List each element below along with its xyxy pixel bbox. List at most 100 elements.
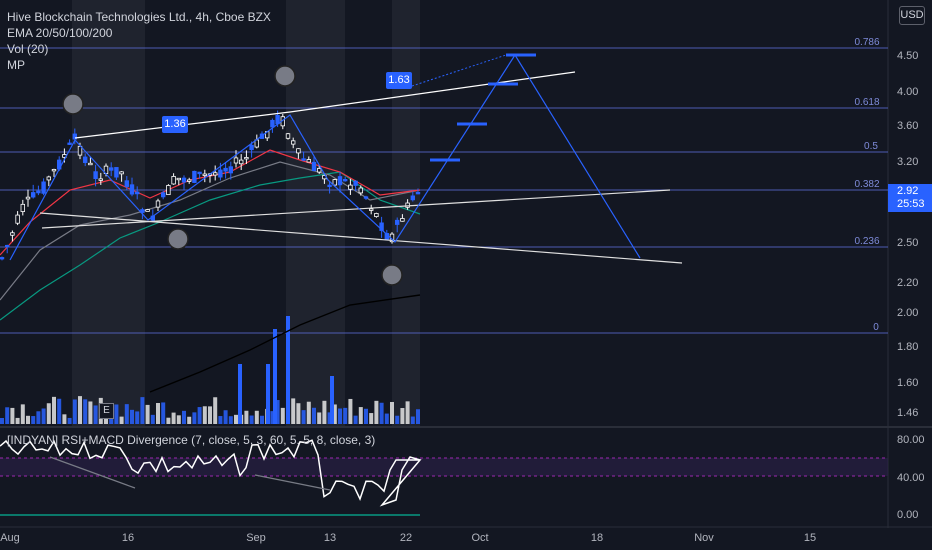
candle-body <box>30 192 36 198</box>
volume-bar <box>358 407 363 424</box>
volume-bar <box>36 411 41 424</box>
fib-level-label: 0.618 <box>854 97 879 108</box>
volume-bar <box>88 401 93 424</box>
volume-bar <box>343 407 348 424</box>
fib-level-label: 0.382 <box>854 179 879 190</box>
candle-body <box>160 192 166 198</box>
volume-legend[interactable]: Vol (20) <box>7 42 49 56</box>
volume-bar <box>124 404 129 424</box>
price-axis-label: 2.00 <box>897 307 918 319</box>
candle-body <box>249 144 254 151</box>
price-axis-label: 3.20 <box>897 156 918 168</box>
candle-body <box>238 159 244 165</box>
pivot-marker <box>167 228 189 250</box>
volume-bar <box>228 416 233 424</box>
volume-bar <box>395 415 400 424</box>
indicator-band <box>0 458 888 476</box>
indicator-title[interactable]: [INDYAN] RSI+MACD Divergence (7, close, … <box>7 433 376 447</box>
time-axis-label: 22 <box>400 532 412 544</box>
candle-body <box>176 177 181 181</box>
indicator-axis-label: 40.00 <box>897 472 925 484</box>
candle-body <box>181 177 187 183</box>
volume-bar <box>270 411 275 424</box>
candle-body <box>394 219 400 225</box>
currency-button[interactable]: USD <box>899 6 925 25</box>
mp-legend[interactable]: MP <box>7 58 25 72</box>
candle-body <box>51 169 57 172</box>
volume-bar <box>52 396 56 424</box>
volume-bar <box>223 410 228 424</box>
candle-body <box>20 203 25 212</box>
dotted-extension <box>411 54 507 87</box>
measure-label-2[interactable]: 1.63 <box>386 72 412 89</box>
volume-spike <box>266 364 270 424</box>
volume-bar <box>145 404 150 424</box>
earnings-event-marker[interactable]: E <box>99 403 114 419</box>
candle-body <box>342 178 348 182</box>
candle-body <box>145 209 150 212</box>
candle-body <box>109 167 114 171</box>
volume-bar <box>390 401 394 424</box>
volume-bar <box>41 408 46 424</box>
volume-bar <box>364 408 368 424</box>
volume-bar <box>15 417 20 424</box>
candle-body <box>415 192 421 195</box>
volume-bar <box>275 400 280 424</box>
ema-legend[interactable]: EMA 20/50/100/200 <box>7 26 113 40</box>
fib-level-label: 0.786 <box>854 37 879 48</box>
candle-body <box>41 181 46 194</box>
volume-bar <box>130 409 134 424</box>
time-axis-label: Sep <box>246 532 266 544</box>
candle-body <box>171 176 176 185</box>
candle-body <box>114 167 119 178</box>
price-axis-label: 2.50 <box>897 237 918 249</box>
measure-label-1[interactable]: 1.36 <box>162 116 188 133</box>
candle-body <box>405 202 410 208</box>
divergence-line <box>49 456 136 489</box>
fib-level-label: 0.5 <box>864 141 878 152</box>
volume-bar <box>280 407 285 424</box>
volume-bar <box>208 406 212 424</box>
candle-body <box>316 168 322 173</box>
upper-trendline <box>74 71 576 139</box>
price-axis-label: 4.00 <box>897 86 918 98</box>
candle-body <box>296 148 301 154</box>
fib-level-label: 0.236 <box>854 236 879 247</box>
volume-spike <box>273 329 277 424</box>
candle-body <box>311 161 317 172</box>
volume-bar <box>161 402 166 424</box>
candle-body <box>93 171 98 180</box>
candle-body <box>119 171 124 175</box>
candle-body <box>72 133 77 140</box>
volume-bar <box>213 397 218 424</box>
volume-bar <box>156 403 160 424</box>
symbol-title[interactable]: Hive Blockchain Technologies Ltd., 4h, C… <box>7 10 271 24</box>
ema-50-line <box>0 171 421 321</box>
volume-bar <box>78 396 82 424</box>
candle-body <box>0 257 5 260</box>
volume-bar <box>405 401 410 424</box>
volume-bar <box>202 406 207 424</box>
volume-bar <box>171 412 176 424</box>
candle-body <box>374 213 379 218</box>
volume-bar <box>254 410 259 424</box>
time-axis-label: Aug <box>0 532 20 544</box>
candle-body <box>348 184 353 190</box>
session-band <box>72 0 145 426</box>
current-price-tag: 2.92 25:53 <box>888 184 932 212</box>
volume-bar <box>150 414 155 424</box>
candle-body <box>400 218 405 222</box>
volume-bar <box>218 416 223 424</box>
candle-body <box>306 159 311 163</box>
volume-spike <box>238 364 242 424</box>
volume-bar <box>67 417 72 424</box>
volume-bar <box>317 412 322 424</box>
candle-body <box>410 195 415 201</box>
candle-body <box>83 156 88 163</box>
time-axis-label: 18 <box>591 532 603 544</box>
fib-level-label: 0 <box>873 322 879 333</box>
candle-body <box>358 187 363 194</box>
volume-spike <box>330 376 334 424</box>
candle-body <box>124 180 129 187</box>
